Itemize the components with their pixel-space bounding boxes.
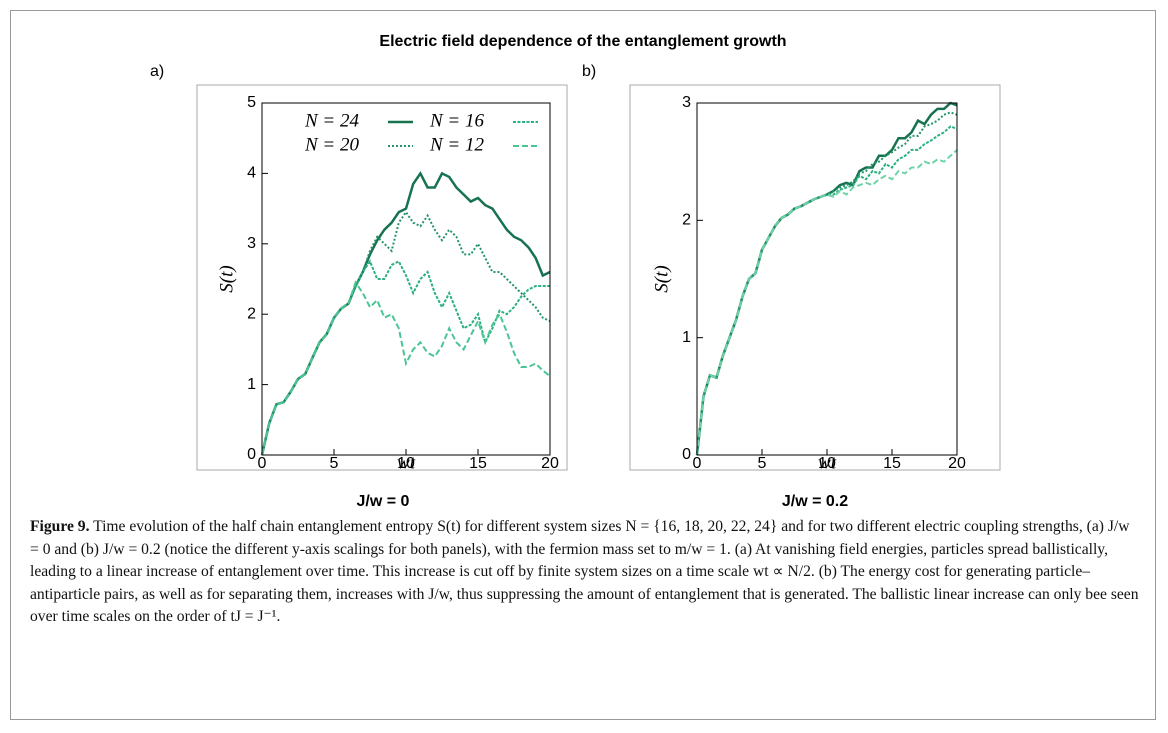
x-tick-label: 5 xyxy=(330,455,339,472)
caption-label: Figure 9. xyxy=(30,518,90,535)
x-tick-label: 10 xyxy=(397,455,415,472)
legend-label: N = 20 xyxy=(304,134,359,155)
x-tick-label: 5 xyxy=(758,455,767,472)
y-axis-label: S(t) xyxy=(216,265,237,292)
x-tick-label: 20 xyxy=(541,455,559,472)
caption-text: Time evolution of the half chain entangl… xyxy=(30,518,1139,625)
x-tick-label: 0 xyxy=(693,455,702,472)
y-tick-label: 0 xyxy=(682,446,691,463)
panel-frame xyxy=(629,84,1001,471)
series-line xyxy=(696,125,958,456)
panel-subtitle: J/w = 0.2 xyxy=(782,493,848,510)
plot-frame xyxy=(696,102,958,456)
x-tick-label: 15 xyxy=(883,455,901,472)
x-tick-label: 15 xyxy=(469,455,487,472)
caption: Figure 9. Time evolution of the half cha… xyxy=(30,516,1140,629)
x-tick-label: 20 xyxy=(948,455,966,472)
series-line xyxy=(696,111,958,456)
series-line xyxy=(261,259,550,456)
figure-title: Electric field dependence of the entangl… xyxy=(379,33,786,50)
y-tick-label: 1 xyxy=(247,376,256,393)
series-line xyxy=(261,280,551,456)
series-line xyxy=(696,149,958,456)
panel-frame xyxy=(196,84,568,471)
series-line xyxy=(261,210,551,456)
figure-frame xyxy=(10,10,1156,720)
y-tick-label: 4 xyxy=(247,165,256,182)
legend-label: N = 12 xyxy=(429,134,484,155)
panel-label: b) xyxy=(582,63,596,80)
series-line xyxy=(695,101,958,456)
x-axis-label: wt xyxy=(397,452,416,473)
y-tick-label: 3 xyxy=(682,94,691,111)
y-tick-label: 2 xyxy=(682,212,691,229)
plot-frame xyxy=(261,102,551,456)
y-tick-label: 3 xyxy=(247,235,256,252)
legend-label: N = 24 xyxy=(304,110,359,131)
x-axis-label: wt xyxy=(818,452,837,473)
x-tick-label: 10 xyxy=(818,455,836,472)
y-tick-label: 5 xyxy=(247,94,256,111)
y-tick-label: 1 xyxy=(682,329,691,346)
panel-subtitle: J/w = 0 xyxy=(357,493,410,510)
y-tick-label: 0 xyxy=(247,446,256,463)
legend-label: N = 16 xyxy=(429,110,484,131)
y-axis-label: S(t) xyxy=(651,265,672,292)
panel-label: a) xyxy=(150,63,164,80)
y-tick-label: 2 xyxy=(247,305,256,322)
x-tick-label: 0 xyxy=(258,455,267,472)
